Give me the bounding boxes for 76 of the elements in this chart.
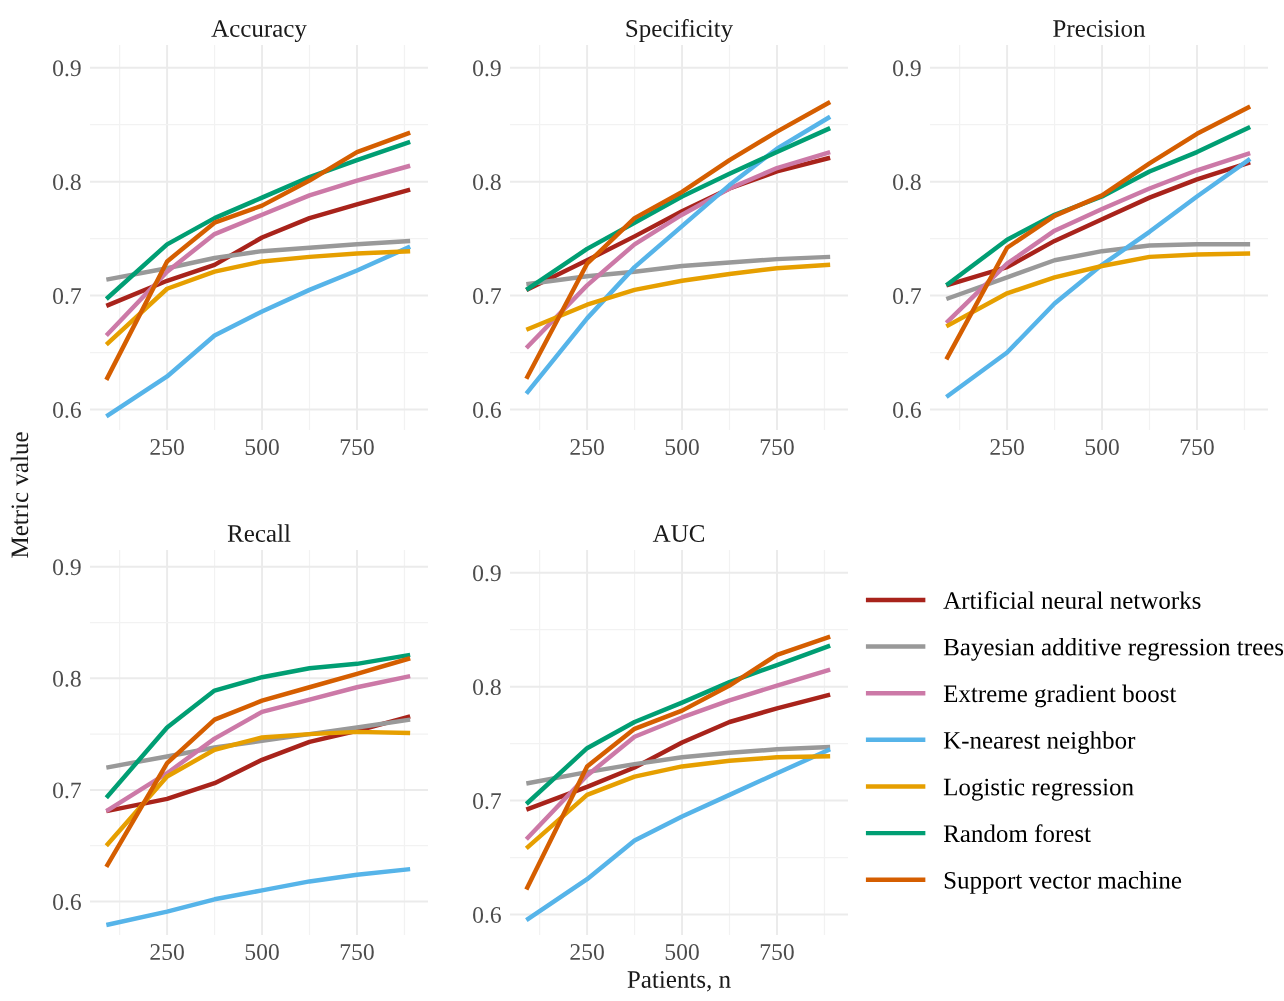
y-tick-label: 0.6: [893, 401, 921, 419]
x-tick-label: 750: [760, 439, 794, 455]
chart-title: Recall: [227, 524, 291, 542]
line-series: [104, 248, 413, 347]
x-tick-label: 500: [665, 944, 699, 960]
line-series: [944, 156, 1253, 400]
line-series: [104, 244, 413, 419]
legend-label: Extreme gradient boost: [943, 684, 1177, 708]
x-tick-label: 750: [340, 944, 374, 960]
y-tick-label: 0.9: [893, 60, 921, 77]
line-series: [104, 652, 413, 800]
line-series: [104, 673, 413, 814]
x-tick-label: 500: [245, 439, 279, 455]
x-tick-label: 750: [760, 944, 794, 960]
y-tick-label: 0.7: [473, 288, 501, 305]
x-tick-label: 500: [665, 439, 699, 455]
y-tick-label: 0.9: [473, 60, 501, 77]
x-tick-label: 500: [1085, 439, 1119, 455]
chart-title: Precision: [1053, 20, 1146, 37]
y-tick-label: 0.9: [53, 559, 81, 576]
x-tick-label: 250: [150, 439, 184, 455]
y-tick-label: 0.8: [53, 174, 81, 191]
x-tick-label: 250: [570, 439, 604, 455]
y-tick-label: 0.8: [893, 174, 921, 191]
x-axis-title: Patients, n: [627, 971, 731, 992]
line-series: [524, 667, 833, 842]
line-series: [524, 753, 833, 851]
chart-title: Specificity: [626, 19, 734, 43]
chart-title: AUC: [652, 525, 705, 542]
x-tick-label: 250: [990, 439, 1024, 455]
line-series: [104, 187, 413, 309]
line-series: [524, 747, 833, 923]
line-series: [524, 125, 833, 293]
legend-label: Artificial neural networks: [943, 591, 1201, 609]
chart-title: Accuracy: [211, 20, 307, 43]
line-series: [104, 656, 413, 870]
y-tick-label: 0.8: [473, 679, 501, 696]
legend-label: K-nearest neighbor: [943, 731, 1136, 754]
line-series: [524, 262, 833, 332]
legend-label: Bayesian additive regression trees: [943, 637, 1284, 661]
line-series: [944, 150, 1253, 326]
y-tick-label: 0.9: [53, 60, 81, 77]
line-series: [104, 238, 413, 282]
legend-label: Random forest: [943, 824, 1091, 843]
y-axis-title: Metric value: [10, 432, 29, 558]
legend-label: Support vector machine: [944, 871, 1182, 894]
y-tick-label: 0.7: [893, 288, 921, 305]
line-series: [524, 643, 833, 807]
line-series: [944, 251, 1253, 329]
x-tick-label: 750: [1180, 439, 1214, 455]
y-tick-label: 0.8: [473, 174, 501, 191]
line-series: [944, 242, 1253, 302]
y-tick-label: 0.8: [53, 670, 81, 687]
y-tick-label: 0.7: [53, 782, 81, 799]
x-tick-label: 750: [340, 439, 374, 455]
line-series: [104, 163, 413, 338]
y-tick-label: 0.6: [53, 894, 81, 911]
x-tick-label: 500: [245, 944, 279, 960]
y-tick-label: 0.7: [53, 288, 81, 305]
legend-label: Logistic regression: [943, 778, 1134, 801]
line-series: [104, 866, 413, 928]
y-tick-label: 0.7: [473, 793, 501, 810]
y-tick-label: 0.6: [473, 401, 501, 419]
line-series: [104, 729, 413, 848]
line-series: [524, 692, 833, 812]
line-series: [524, 744, 833, 786]
y-tick-label: 0.6: [473, 906, 501, 924]
y-tick-label: 0.6: [53, 401, 81, 419]
line-series: [104, 130, 413, 383]
y-tick-label: 0.9: [473, 565, 501, 582]
line-series: [104, 139, 413, 302]
x-tick-label: 250: [150, 944, 184, 960]
line-series: [524, 634, 833, 892]
x-tick-label: 250: [570, 944, 604, 960]
line-series: [524, 254, 833, 287]
line-series: [944, 104, 1253, 362]
